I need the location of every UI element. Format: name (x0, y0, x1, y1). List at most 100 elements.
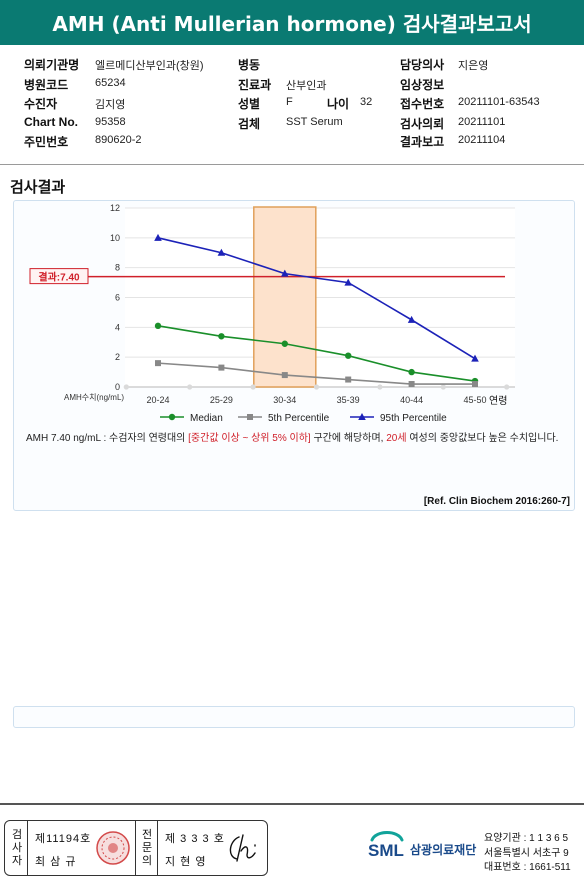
x-axis-dot (504, 384, 510, 390)
patient-info: 의뢰기관명 엘르메디산부인과(창원) 병원코드 65234 수진자 김지영 Ch… (0, 52, 584, 164)
institution-value: 엘르메디산부인과(창원) (95, 60, 204, 72)
notes-box (13, 706, 575, 728)
result-label-box (29, 268, 89, 285)
report-date-label: 결과보고 (400, 135, 445, 149)
chart-no-label: Chart No. (24, 115, 78, 129)
median-point (218, 333, 225, 340)
sig-separator (135, 821, 136, 875)
resident-no-value: 890620-2 (95, 134, 142, 146)
95th-percentile-legend-label: 95th Percentile (380, 413, 447, 424)
comment-highlight: [중간값 이상 ~ 상위 5% 이하] (188, 433, 311, 444)
5th-percentile-point (155, 360, 161, 367)
request-date-label: 검사의뢰 (400, 117, 445, 131)
org-logo-text: SML (368, 841, 404, 860)
age-value: 32 (360, 96, 373, 108)
5th-percentile-point (408, 381, 415, 388)
x-axis-dot (377, 384, 383, 390)
clinical-label: 임상정보 (400, 78, 445, 92)
org-line-2: 서울특별시 서초구 9 (484, 848, 569, 859)
sex-label: 성별 (238, 97, 261, 111)
y-tick-label: 6 (115, 293, 120, 303)
x-axis-dot (250, 384, 256, 390)
specimen-label: 검체 (238, 117, 261, 131)
examiner-vertical-label: 검사자 (11, 829, 23, 867)
age-label: 나이 (327, 97, 350, 111)
doctor-value: 지은영 (458, 60, 489, 72)
95th-percentile-point (344, 278, 352, 286)
sig-separator (157, 821, 158, 875)
department-label: 진료과 (238, 78, 272, 92)
section-title: 검사결과 (10, 178, 66, 196)
5th-percentile-point (472, 381, 478, 388)
org-name: 삼광의료재단 (410, 843, 477, 857)
95th-percentile-point (281, 269, 289, 277)
recipient-value: 김지영 (95, 99, 126, 111)
median-legend-label: Median (190, 413, 223, 424)
request-date-value: 20211101 (458, 116, 506, 128)
x-tick-label: 30-34 (273, 395, 296, 405)
x-axis-dot (187, 384, 193, 390)
specialist-name: 지 현 영 (165, 856, 207, 868)
examiner-license: 제11194호 (35, 833, 92, 845)
y-tick-label: 4 (115, 322, 120, 332)
5th-percentile-legend-marker (247, 414, 253, 420)
examiner-name: 최 삼 규 (35, 856, 77, 868)
comment-age: 20세 (386, 433, 407, 444)
95th-percentile-point (407, 315, 416, 323)
resident-no-label: 주민번호 (24, 135, 69, 149)
sig-separator (27, 821, 28, 875)
specialist-license: 제 3 3 3 호 (165, 833, 225, 845)
report-title: AMH (Anti Mullerian hormone) 검사결과보고서 (0, 0, 584, 45)
5th-percentile-point (218, 364, 225, 371)
org-line-3: 대표번호 : 1661-511 (484, 862, 571, 873)
5th-percentile-point (281, 372, 288, 379)
institution-label: 의뢰기관명 (24, 58, 80, 72)
x-tick-label: 40-44 (400, 395, 423, 405)
footer-divider (0, 803, 584, 805)
x-tick-label: 25-29 (210, 395, 233, 405)
hospital-code-value: 65234 (95, 77, 126, 89)
ward-label: 병동 (238, 58, 261, 72)
5th-percentile-legend-label: 5th Percentile (268, 413, 330, 424)
y-tick-label: 2 (115, 352, 120, 362)
x-tick-label: 35-39 (337, 395, 360, 405)
median-point (154, 322, 162, 330)
amh-chart: 0 2 4 6 8 10 12 20-24 25-29 30-34 35-39 40-44 45-50… (29, 203, 515, 424)
y-tick-label: 12 (110, 203, 120, 213)
median-point (281, 340, 288, 347)
95th-percentile-point (217, 248, 226, 256)
org-line-1: 요양기관 : 1 1 3 6 5 (484, 833, 569, 844)
y-tick-label: 0 (115, 382, 120, 392)
comment-prefix: AMH 7.40 ng/mL : 수검자의 연령대의 (26, 433, 189, 444)
chart-no-value: 95358 (95, 116, 126, 128)
median-point (345, 352, 352, 359)
x-axis-dot (440, 384, 446, 390)
95th-percentile-line (157, 237, 476, 360)
hospital-code-label: 병원코드 (24, 78, 69, 92)
result-label: 결과:7.40 (38, 271, 80, 284)
x-tick-label: 20-24 (146, 395, 169, 405)
y-tick-label: 10 (110, 233, 120, 243)
median-legend-marker (168, 413, 176, 421)
reference: [Ref. Clin Biochem 2016:260-7] (423, 496, 570, 507)
receipt-no-label: 접수번호 (400, 97, 445, 111)
examiner-seal-icon (96, 831, 130, 865)
x-axis-dot (123, 384, 129, 390)
x-tick-label: 45-50 (463, 395, 486, 405)
y-tick-label: 8 (115, 263, 120, 273)
result-comment: AMH 7.40 ng/mL : 수검자의 연령대의 [중간값 이상 ~ 상위 … (26, 431, 578, 446)
sex-value: F (286, 96, 293, 108)
x-axis-label: 연령 (489, 395, 507, 407)
median-point (408, 368, 415, 376)
highlight-band (253, 206, 317, 388)
median-line (157, 325, 476, 382)
report-date-value: 20211104 (458, 134, 506, 146)
specialist-vertical-label: 전문의 (141, 829, 153, 867)
95th-percentile-point (154, 233, 162, 241)
recipient-label: 수진자 (24, 97, 58, 111)
5th-percentile-point (345, 376, 352, 383)
department-value: 산부인과 (286, 80, 327, 92)
signature-box: 검사자 제11194호 최 삼 규 전문의 제 3 3 3 호 지 현 영 (4, 820, 268, 876)
receipt-no-value: 20211101-63543 (458, 96, 540, 108)
y-axis-label: AMH수치(ng/mL) (64, 393, 124, 402)
